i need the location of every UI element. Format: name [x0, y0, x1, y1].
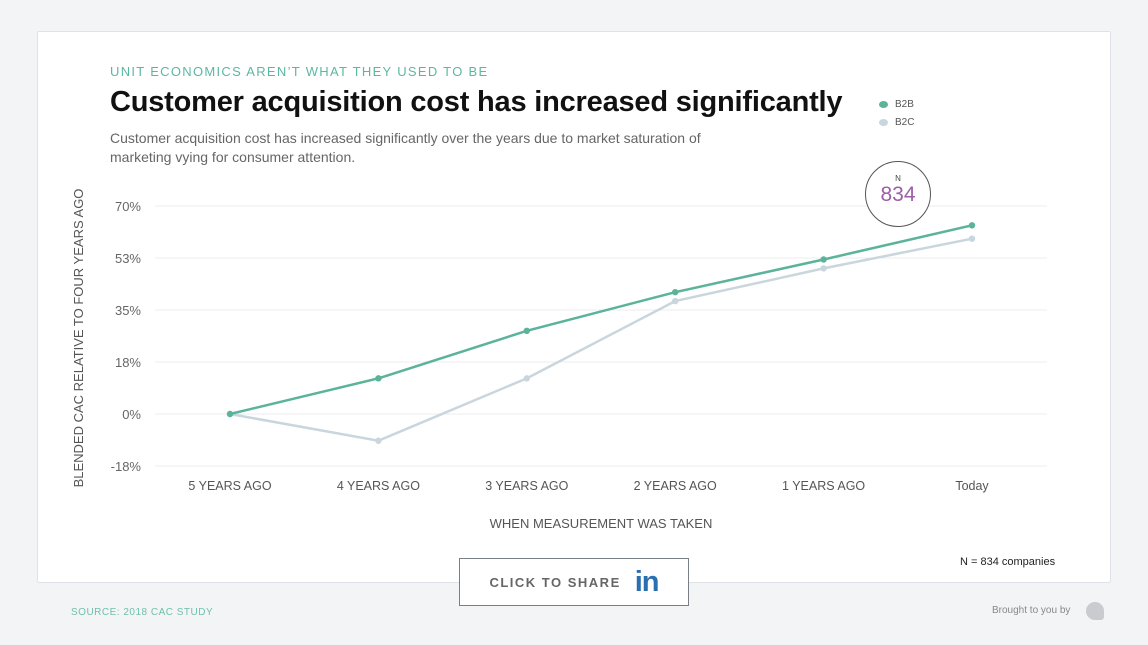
y-tick-label: 35% — [115, 303, 141, 318]
chart-card — [37, 31, 1111, 583]
x-tick-label: 2 YEARS AGO — [634, 479, 717, 493]
series-line-b2c — [229, 237, 973, 443]
data-point-b2b — [968, 222, 976, 229]
x-axis-label: WHEN MEASUREMENT WAS TAKEN — [490, 516, 713, 531]
x-tick-label: 1 YEARS AGO — [782, 479, 865, 493]
data-point-b2c — [968, 235, 976, 242]
legend-label: B2B — [895, 98, 914, 110]
data-point-b2b — [375, 375, 382, 382]
b2b-dot-icon — [879, 100, 888, 108]
legend-label: B2C — [895, 116, 915, 128]
data-point-b2c — [375, 437, 382, 444]
n-badge: N 834 — [865, 161, 931, 227]
data-point-b2b — [226, 410, 234, 418]
data-point-b2b — [523, 327, 530, 334]
data-point-b2b — [820, 256, 827, 263]
y-tick-label: -18% — [111, 459, 142, 474]
source-note: SOURCE: 2018 CAC STUDY — [71, 607, 214, 618]
x-tick-label: 3 YEARS AGO — [485, 479, 568, 493]
y-axis-label: BLENDED CAC RELATIVE TO FOUR YEARS AGO — [71, 189, 86, 488]
b2c-dot-icon — [879, 118, 888, 126]
x-tick-label: Today — [955, 479, 989, 493]
chart-title: Customer acquisition cost has increased … — [110, 86, 843, 118]
data-point-b2c — [523, 375, 530, 382]
n-badge-value: 834 — [880, 183, 916, 206]
brought-by: Brought to you by — [992, 605, 1071, 616]
legend: B2B B2C — [879, 95, 914, 131]
y-tick-label: 0% — [122, 407, 141, 422]
legend-item-b2b: B2B — [879, 95, 914, 113]
kicker: UNIT ECONOMICS AREN’T WHAT THEY USED TO … — [110, 64, 489, 79]
n-badge-label: N — [895, 174, 901, 183]
share-label: CLICK TO SHARE — [489, 574, 621, 590]
brand-logo-icon[interactable] — [1086, 602, 1104, 620]
legend-item-b2c: B2C — [879, 113, 914, 131]
data-point-b2c — [672, 297, 679, 305]
y-tick-label: 18% — [115, 355, 141, 370]
data-point-b2b — [672, 288, 679, 296]
linkedin-icon: in — [634, 565, 660, 598]
sample-size-note: N = 834 companies — [960, 556, 1056, 568]
share-button[interactable]: CLICK TO SHARE in — [459, 558, 689, 606]
x-tick-label: 5 YEARS AGO — [188, 479, 271, 493]
series-line-b2b — [229, 224, 973, 416]
y-tick-label: 53% — [115, 251, 141, 266]
x-tick-label: 4 YEARS AGO — [337, 479, 420, 493]
chart-subtitle: Customer acquisition cost has increased … — [110, 130, 701, 165]
data-point-b2c — [820, 265, 827, 272]
y-tick-label: 70% — [115, 199, 141, 214]
